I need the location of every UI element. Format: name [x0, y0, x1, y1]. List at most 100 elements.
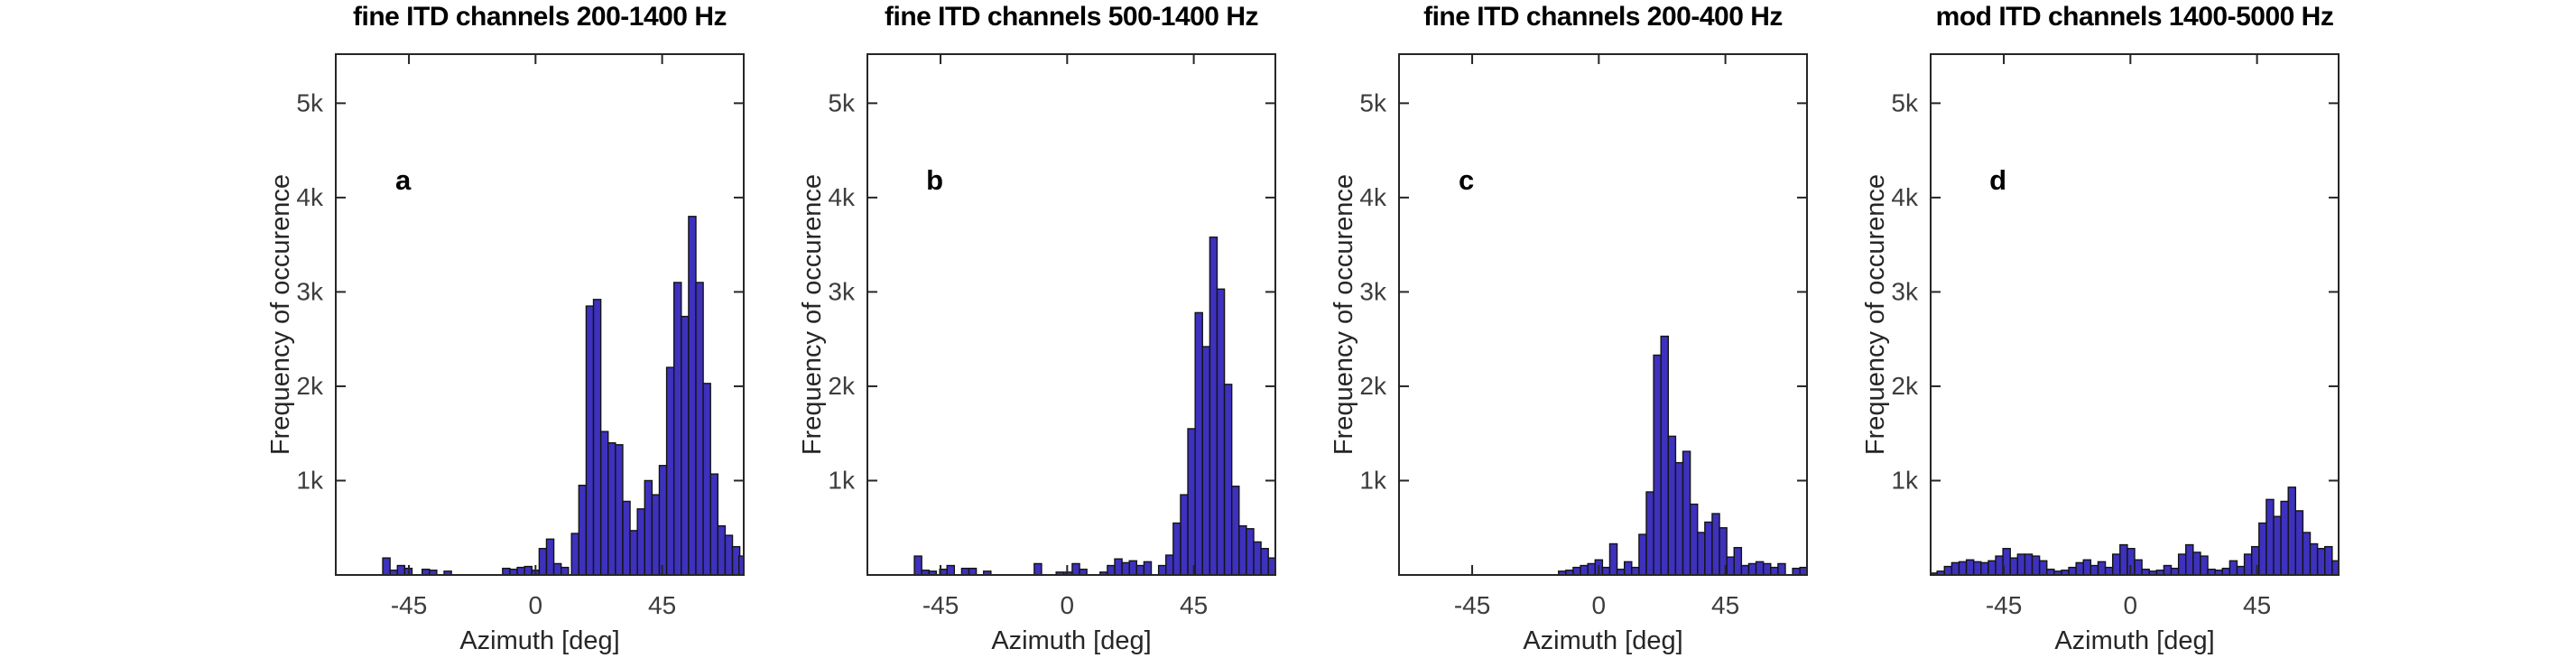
histogram-bar	[695, 282, 704, 575]
histogram-bar	[2068, 566, 2077, 575]
y-axis-label: Frequency of occurence	[1861, 174, 1890, 455]
histogram-bar	[2316, 548, 2326, 575]
histogram-bar	[560, 566, 570, 575]
histogram-bar	[2170, 567, 2180, 575]
histogram-bar	[946, 564, 956, 575]
y-tick-label: 3k	[1891, 277, 1919, 305]
histogram-bar	[607, 441, 616, 575]
histogram-bar	[1777, 562, 1786, 575]
histogram-bar	[672, 282, 682, 575]
histogram-bar	[2177, 553, 2187, 575]
histogram-bar	[592, 299, 602, 575]
histogram-bar	[2273, 515, 2282, 575]
histogram-bar	[1601, 566, 1611, 575]
panel-d: -45 0 45 1k 2k 3k 4k 5k mod ITD channels 1400-50…	[1861, 2, 2340, 655]
histogram-bar	[665, 366, 675, 575]
histogram-bars	[1558, 335, 1807, 575]
histogram-bar	[1762, 562, 1772, 575]
histogram-bar	[1653, 354, 1662, 575]
histogram-bar	[1995, 555, 2004, 575]
histogram-bar	[1187, 428, 1196, 575]
histogram-bar	[1740, 564, 1750, 575]
x-tick-label: 0	[1592, 591, 1607, 619]
panel-title: mod ITD channels 1400-5000 Hz	[1936, 2, 2334, 32]
histogram-bar	[629, 530, 638, 575]
y-tick-label: 2k	[828, 372, 856, 400]
histogram-bar	[1711, 513, 1720, 575]
histogram-bar	[2111, 553, 2121, 575]
histogram-bar	[1033, 562, 1042, 575]
histogram-bar	[599, 431, 609, 575]
histogram-bar	[2185, 543, 2194, 575]
axes-box	[866, 53, 1276, 576]
histogram-bar	[1223, 384, 1233, 575]
histogram-bar	[1638, 533, 1647, 575]
histogram-bar	[1230, 486, 1240, 575]
x-tick-label: -45	[391, 591, 427, 619]
histogram-bar	[651, 494, 661, 575]
histogram-bar	[1733, 546, 1743, 575]
histogram-bar	[717, 524, 727, 575]
x-tick-label: -45	[1454, 591, 1490, 619]
y-tick-label: 1k	[1359, 466, 1387, 494]
histogram-bars	[1931, 487, 2339, 575]
histogram-bar	[2280, 500, 2289, 575]
histogram-bar	[968, 567, 978, 575]
histogram-bar	[2294, 510, 2304, 575]
x-tick-label: 45	[1711, 591, 1739, 619]
histogram-bar	[1689, 503, 1699, 575]
x-tick-label: 0	[1061, 591, 1075, 619]
histogram-bar	[1667, 435, 1677, 575]
y-tick-label: 5k	[1891, 88, 1919, 116]
axes-box	[335, 53, 745, 576]
panel-a: -45 0 45 1k 2k 3k 4k 5k fine ITD channels 200-14…	[266, 2, 745, 655]
histogram-bar	[1943, 565, 1953, 575]
histogram-bar	[1972, 561, 1982, 575]
panel-title: fine ITD channels 500-1400 Hz	[885, 2, 1258, 32]
x-tick-label: -45	[922, 591, 959, 619]
histogram-bar	[960, 567, 970, 575]
histogram-bars	[382, 216, 744, 575]
panel-c: -45 0 45 1k 2k 3k 4k 5k fine ITD channels 200-40…	[1330, 2, 1808, 655]
histogram-bar	[570, 533, 580, 575]
histogram-bar	[382, 557, 391, 575]
panel-letter: a	[395, 164, 412, 196]
y-tick-label: 1k	[296, 466, 324, 494]
panel-title: fine ITD channels 200-1400 Hz	[353, 2, 727, 32]
histogram-bar	[615, 444, 624, 575]
x-axis-label: Azimuth [deg]	[991, 626, 1151, 655]
histogram-bar	[1697, 532, 1706, 575]
histogram-bar	[2119, 543, 2128, 575]
histogram-bar	[502, 567, 511, 575]
histogram-bar	[1209, 236, 1219, 575]
histogram-bar	[724, 534, 734, 575]
histogram-bar	[644, 479, 653, 575]
histogram-bar	[1980, 561, 1989, 575]
y-tick-label: 4k	[828, 183, 856, 211]
y-tick-label: 5k	[296, 88, 324, 116]
histogram-bar	[1608, 542, 1618, 575]
histogram-bar	[688, 216, 697, 575]
histogram-bar	[2082, 559, 2092, 575]
y-axis-label: Frequency of occurence	[266, 174, 295, 455]
histogram-bar	[545, 538, 555, 575]
x-tick-label: 45	[648, 591, 676, 619]
histogram-bar	[2302, 532, 2312, 575]
histogram-bar	[1792, 567, 1801, 575]
x-axis-label: Azimuth [deg]	[1523, 626, 1682, 655]
x-tick-label: 45	[1180, 591, 1208, 619]
histogram-bar	[2090, 564, 2099, 575]
histogram-bar	[738, 555, 744, 575]
y-tick-label: 4k	[296, 183, 324, 211]
histogram-bar	[1660, 335, 1670, 575]
histogram-bar	[1674, 461, 1684, 575]
histogram-bars	[913, 236, 1275, 575]
histogram-bar	[1071, 562, 1080, 575]
histogram-bar	[913, 555, 922, 575]
histogram-bar	[552, 562, 562, 575]
panel-letter: c	[1459, 164, 1474, 196]
histogram-bar	[1747, 562, 1757, 575]
histogram-bar	[2243, 553, 2253, 575]
histogram-bar	[1253, 541, 1262, 575]
